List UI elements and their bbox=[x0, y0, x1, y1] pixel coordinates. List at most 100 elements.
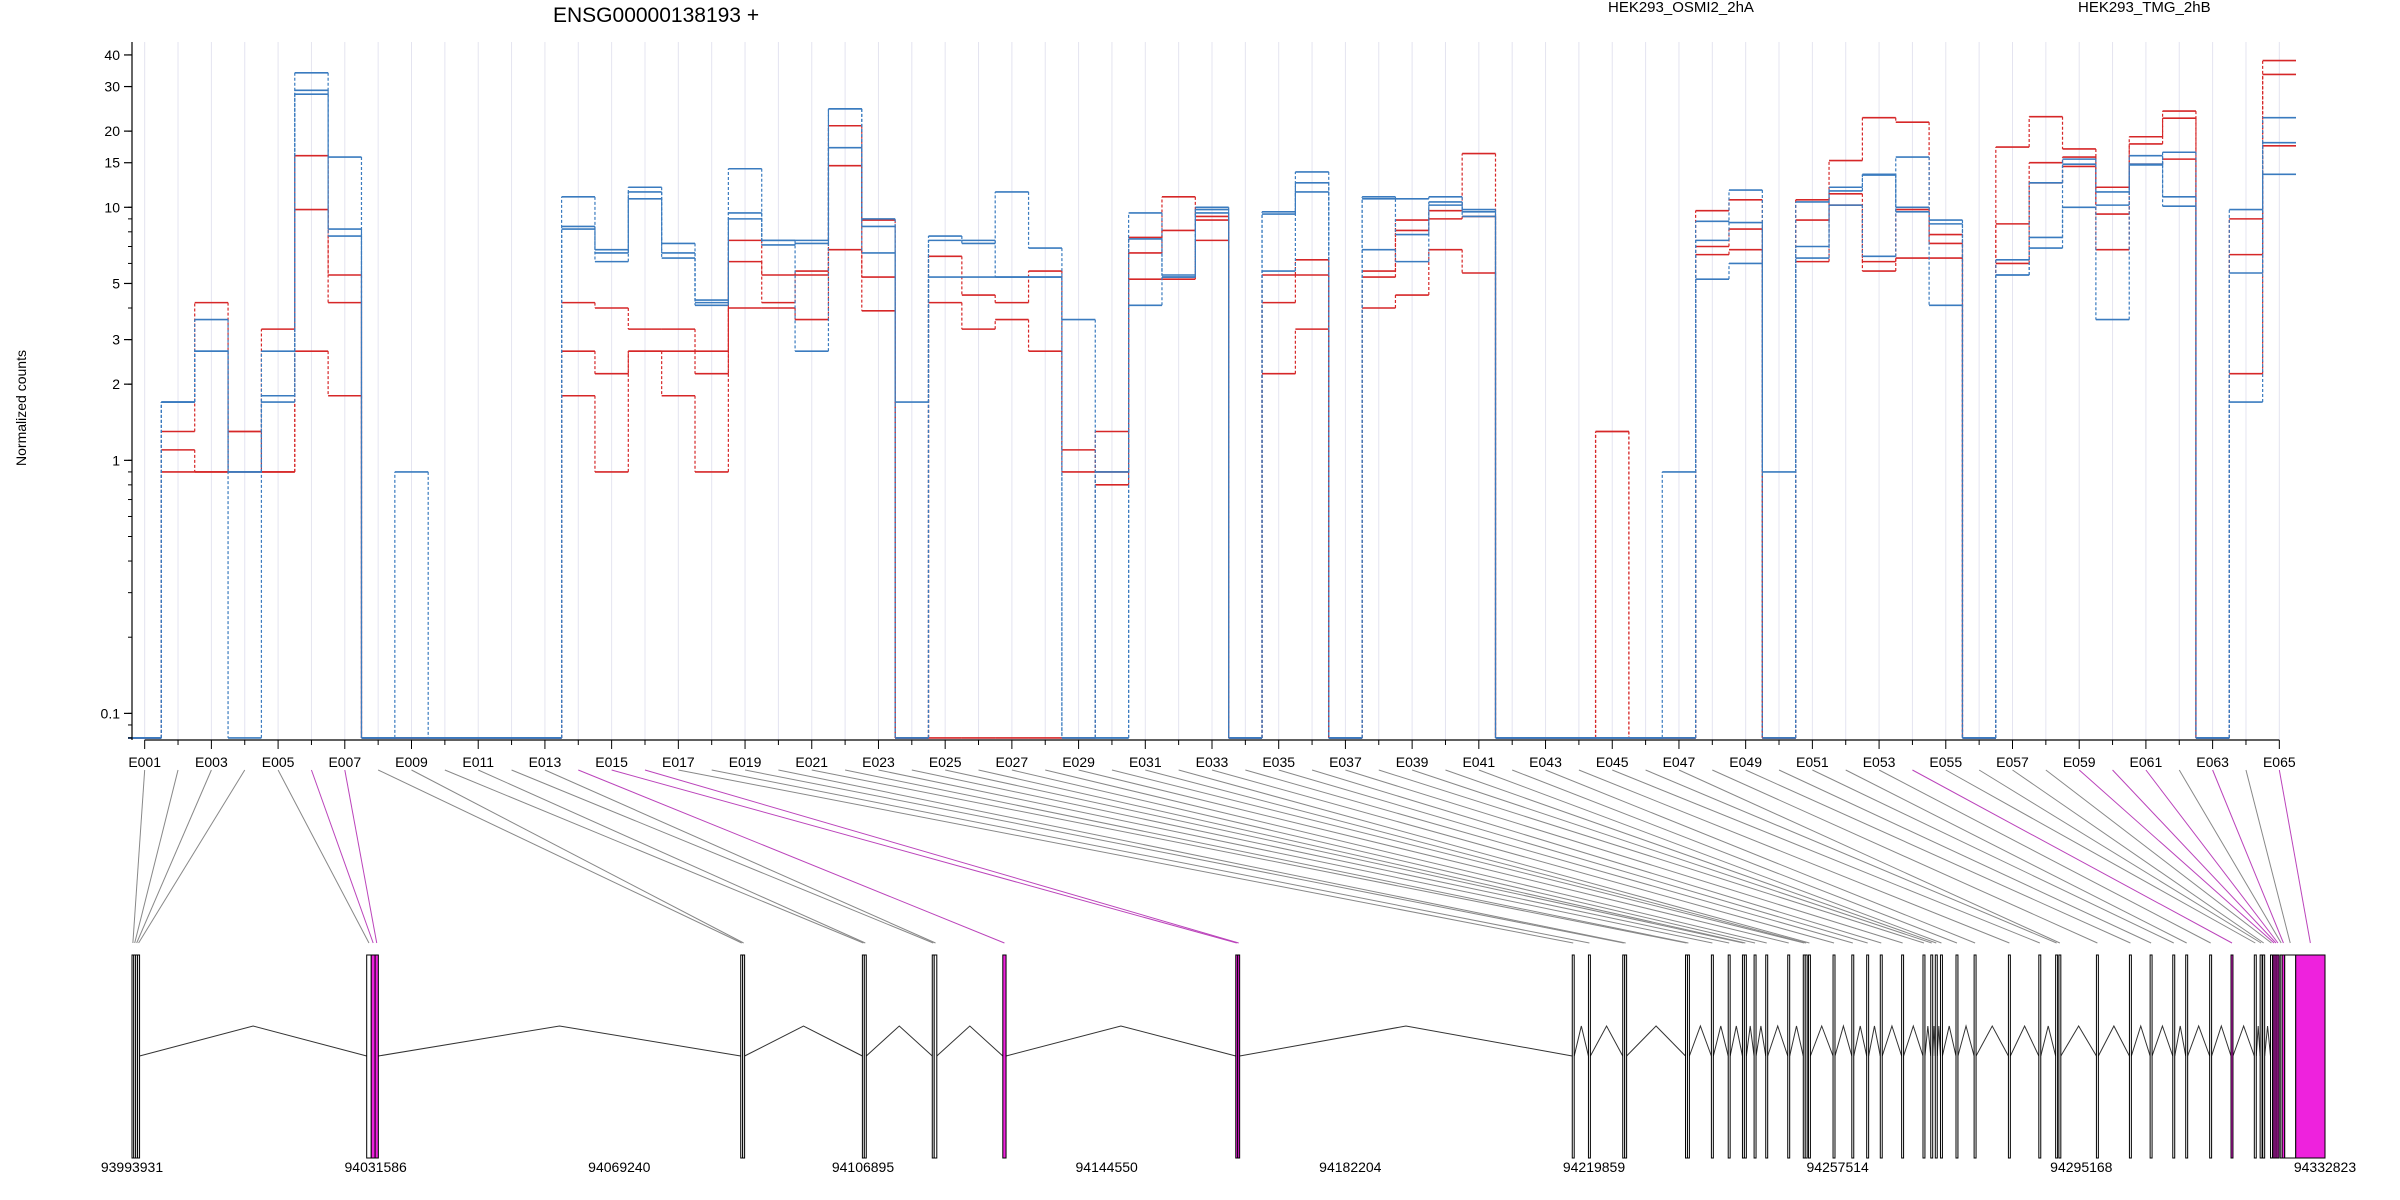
exon-box-e039 bbox=[1930, 954, 1934, 1159]
exon-box-e033 bbox=[1832, 954, 1836, 1159]
link-e065 bbox=[2278, 769, 2311, 944]
coord-label: 94219859 bbox=[1563, 1159, 1626, 1175]
link-e053 bbox=[1878, 769, 2211, 944]
y-tick-label: 10 bbox=[104, 199, 120, 215]
intron-53 bbox=[2211, 1024, 2232, 1057]
link-e056 bbox=[1978, 769, 2262, 944]
exon-box-e043 bbox=[1973, 954, 1977, 1159]
series-6 bbox=[128, 72, 2296, 739]
exon-box-e045 bbox=[2038, 954, 2042, 1159]
x-axis: E001 E003 E005 E007 E009 E011 E013 E015 E017 E019… bbox=[128, 739, 2296, 770]
x-tick-label-e009: E009 bbox=[395, 754, 428, 770]
exon-box-e022 bbox=[1686, 954, 1690, 1159]
link-e036 bbox=[1311, 769, 1882, 944]
intron-54 bbox=[2232, 1024, 2255, 1057]
intron-18 bbox=[1589, 1024, 1624, 1057]
x-tick-label-e051: E051 bbox=[1796, 754, 1829, 770]
x-tick-label-e055: E055 bbox=[1929, 754, 1962, 770]
link-e031 bbox=[1145, 769, 1807, 944]
link-e043 bbox=[1545, 769, 1976, 944]
x-tick-label-e031: E031 bbox=[1129, 754, 1162, 770]
x-tick-label-e043: E043 bbox=[1529, 754, 1562, 770]
intron-7 bbox=[378, 1025, 741, 1057]
exon-box-e032 bbox=[1807, 954, 1811, 1159]
intron-51 bbox=[2174, 1025, 2187, 1057]
exon-box-e023 bbox=[1710, 954, 1714, 1159]
link-e025 bbox=[945, 769, 1744, 944]
coord-label: 93993931 bbox=[101, 1159, 164, 1175]
link-e048 bbox=[1712, 769, 2098, 944]
intron-38 bbox=[1924, 1025, 1932, 1057]
link-e018 bbox=[711, 769, 1590, 944]
link-e010 bbox=[444, 769, 864, 944]
intron-20 bbox=[1626, 1025, 1686, 1057]
x-tick-label-e049: E049 bbox=[1729, 754, 1762, 770]
y-tick-label: 0.1 bbox=[101, 705, 121, 721]
intron-45 bbox=[2040, 1025, 2057, 1057]
exon-box-e013 bbox=[933, 954, 938, 1159]
y-axis-label: Normalized counts bbox=[13, 350, 29, 466]
link-e013 bbox=[544, 769, 936, 944]
intron-41 bbox=[1941, 1025, 1957, 1057]
intron-14 bbox=[1005, 1025, 1236, 1057]
legend-entry-tmg: HEK293_TMG_2hB bbox=[2078, 0, 2211, 16]
exon-box-e024 bbox=[1727, 954, 1731, 1159]
exon-box-e051 bbox=[2172, 954, 2176, 1159]
link-e017 bbox=[678, 769, 1574, 944]
chart-title: ENSG00000138193 + bbox=[553, 4, 759, 27]
link-e041 bbox=[1478, 769, 1942, 944]
exon-links bbox=[132, 769, 2311, 944]
intron-16 bbox=[1239, 1025, 1573, 1057]
link-e026 bbox=[978, 769, 1746, 944]
link-e044 bbox=[1578, 769, 2010, 944]
exon-box-e064 bbox=[2284, 954, 2297, 1159]
exon-box-e031 bbox=[1804, 954, 1808, 1159]
link-e038 bbox=[1378, 769, 1925, 944]
x-tick-label-e033: E033 bbox=[1196, 754, 1229, 770]
link-e063 bbox=[2212, 769, 2284, 944]
x-tick-label-e045: E045 bbox=[1596, 754, 1629, 770]
link-e024 bbox=[911, 769, 1730, 944]
link-e058 bbox=[2045, 769, 2272, 944]
intron-28 bbox=[1767, 1024, 1789, 1057]
y-tick-label: 20 bbox=[104, 123, 120, 139]
x-tick-label-e057: E057 bbox=[1996, 754, 2029, 770]
exon-box-e040 bbox=[1934, 954, 1938, 1159]
link-e047 bbox=[1678, 769, 2061, 944]
exon-box-e006 bbox=[370, 954, 376, 1159]
intron-13 bbox=[936, 1025, 1004, 1057]
link-e027 bbox=[1011, 769, 1756, 944]
x-tick-label-e011: E011 bbox=[462, 754, 494, 770]
link-e062 bbox=[2178, 769, 2282, 944]
exon-box-e005 bbox=[366, 954, 372, 1159]
intron-36 bbox=[1881, 1024, 1903, 1057]
link-e050 bbox=[1778, 769, 2152, 944]
link-e059 bbox=[2078, 769, 2275, 944]
exon-box-e042 bbox=[1955, 954, 1959, 1159]
link-e019 bbox=[744, 769, 1624, 944]
link-e042 bbox=[1512, 769, 1958, 944]
link-e030 bbox=[1111, 769, 1805, 944]
x-tick-label-e005: E005 bbox=[262, 754, 295, 770]
link-e001 bbox=[132, 769, 146, 944]
x-tick-label-e027: E027 bbox=[996, 754, 1029, 770]
exon-box-e041 bbox=[1939, 954, 1943, 1159]
x-tick-label-e065: E065 bbox=[2263, 754, 2296, 770]
link-e023 bbox=[878, 769, 1713, 944]
link-e032 bbox=[1178, 769, 1810, 944]
exon-box-e055 bbox=[2253, 954, 2257, 1159]
x-tick-label-e003: E003 bbox=[195, 754, 228, 770]
exon-box-e044 bbox=[2007, 954, 2011, 1159]
link-e011 bbox=[478, 769, 866, 944]
x-tick-label-e061: E061 bbox=[2130, 754, 2163, 770]
y-tick-label: 1 bbox=[112, 452, 120, 468]
coord-label: 94332823 bbox=[2294, 1159, 2357, 1175]
exon-box-e020 bbox=[1624, 954, 1628, 1159]
exon-box-e046 bbox=[2055, 954, 2059, 1159]
link-e045 bbox=[1612, 769, 2040, 944]
exon-box-e004 bbox=[137, 954, 141, 1159]
exon-box-e014 bbox=[1002, 954, 1007, 1159]
x-tick-label-e029: E029 bbox=[1062, 754, 1095, 770]
coord-label: 94106895 bbox=[832, 1159, 895, 1175]
